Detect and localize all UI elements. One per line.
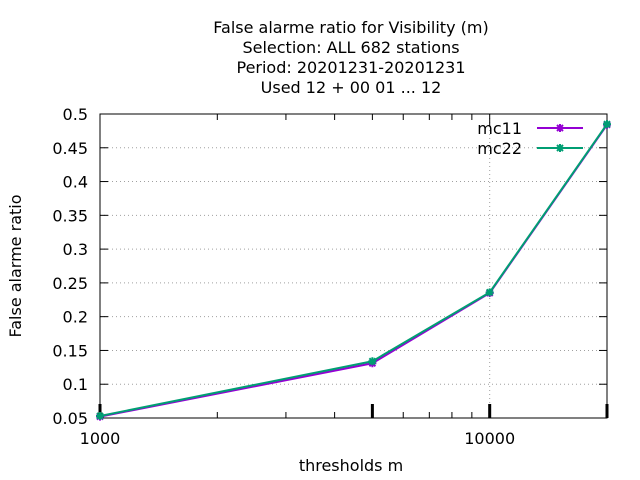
title-line-3: Period: 20201231-20201231 bbox=[236, 58, 465, 77]
legend-marker-mc11 bbox=[556, 124, 564, 132]
title-line-1: False alarme ratio for Visibility (m) bbox=[213, 18, 488, 37]
y-axis-label: False alarme ratio bbox=[6, 194, 25, 337]
legend-marker-mc22 bbox=[556, 144, 564, 152]
y-tick-label: 0.05 bbox=[52, 409, 88, 428]
y-tick-label: 0.45 bbox=[52, 139, 88, 158]
legend-label-mc11: mc11 bbox=[477, 119, 522, 138]
series-group bbox=[96, 120, 611, 421]
chart-title: False alarme ratio for Visibility (m)Sel… bbox=[213, 18, 488, 97]
data-point-mc22 bbox=[368, 357, 377, 366]
axis-ticks bbox=[98, 113, 609, 419]
grid bbox=[100, 114, 607, 418]
y-tick-label: 0.35 bbox=[52, 206, 88, 225]
title-line-2: Selection: ALL 682 stations bbox=[242, 38, 459, 57]
y-tick-label: 0.3 bbox=[63, 240, 88, 259]
data-point-mc22 bbox=[96, 411, 104, 420]
y-tick-label: 0.25 bbox=[52, 274, 88, 293]
series-line-mc22 bbox=[99, 123, 608, 417]
data-point-mc22 bbox=[603, 120, 611, 129]
legend-label-mc22: mc22 bbox=[477, 139, 522, 158]
y-tick-label: 0.5 bbox=[63, 105, 88, 124]
data-point-mc22 bbox=[485, 288, 494, 297]
series-mc11 bbox=[96, 120, 611, 421]
axis-tick-labels: 0.05 0.1 0.15 0.2 0.25 0.3 0.35 0.4 0.45 0.5 1000 1… bbox=[52, 105, 515, 448]
x-tick-label: 1000 bbox=[80, 429, 121, 448]
title-line-4: Used 12 + 00 01 ... 12 bbox=[261, 78, 442, 97]
y-tick-label: 0.15 bbox=[52, 341, 88, 360]
series-mc22 bbox=[96, 120, 611, 420]
plot-frame bbox=[99, 113, 608, 419]
y-tick-label: 0.4 bbox=[63, 173, 88, 192]
y-tick-label: 0.2 bbox=[63, 308, 88, 327]
y-tick-label: 0.1 bbox=[63, 375, 88, 394]
series-line-mc11 bbox=[99, 124, 608, 418]
x-tick-label: 10000 bbox=[464, 429, 515, 448]
x-axis-label: thresholds m bbox=[299, 456, 403, 475]
